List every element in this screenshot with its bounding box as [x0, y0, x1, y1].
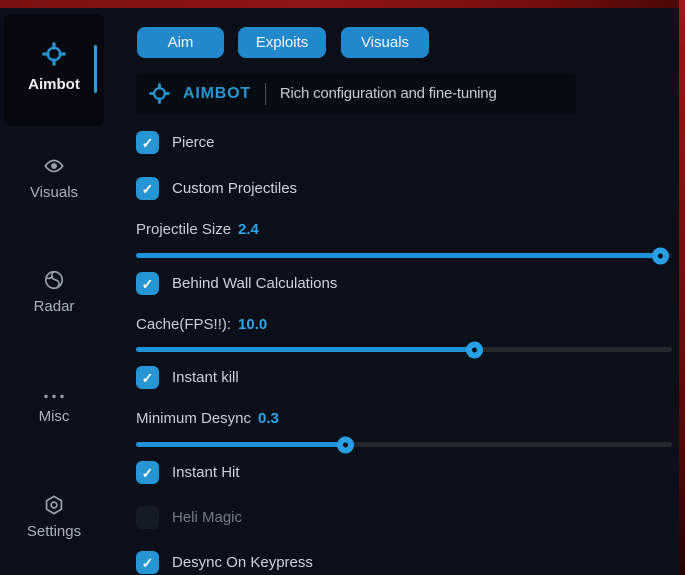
sidebar-item-label: Aimbot	[28, 76, 80, 93]
cache-fps-slider[interactable]	[136, 341, 672, 358]
sidebar-item-label: Visuals	[29, 184, 79, 201]
sidebar-item-label: Settings	[26, 523, 82, 540]
slider-fill	[136, 247, 670, 264]
sidebar-item-settings[interactable]: Settings	[0, 494, 108, 540]
slider-thumb[interactable]	[465, 341, 483, 358]
game-background-top-strip	[0, 0, 685, 8]
instant-hit-checkbox[interactable]: ✓	[136, 461, 159, 484]
header-divider	[264, 82, 266, 105]
check-icon: ✓	[141, 275, 154, 292]
check-icon: ✓	[141, 554, 154, 571]
active-tab-indicator	[94, 45, 97, 93]
check-icon: ✓	[141, 134, 154, 151]
slider-value: 10.0	[238, 316, 268, 333]
checkbox-label: Pierce	[172, 134, 215, 151]
check-icon: ✓	[141, 180, 154, 197]
behind-wall-checkbox-row[interactable]: ✓ Behind Wall Calculations	[136, 272, 337, 295]
heli-magic-checkbox-row[interactable]: ✓ Heli Magic	[136, 506, 242, 529]
crosshair-icon	[149, 83, 170, 104]
custom-projectiles-checkbox[interactable]: ✓	[136, 177, 159, 200]
instant-hit-checkbox-row[interactable]: ✓ Instant Hit	[136, 461, 240, 484]
sidebar-item-aimbot[interactable]: Aimbot	[4, 14, 104, 126]
checkbox-label: Heli Magic	[172, 509, 243, 526]
sidebar-item-radar[interactable]: Radar	[0, 269, 108, 315]
eye-icon	[43, 155, 65, 177]
checkbox-label: Behind Wall Calculations	[172, 275, 338, 292]
projectile-size-label: Projectile Size 2.4	[136, 221, 259, 239]
crosshair-icon	[42, 42, 66, 66]
pierce-checkbox-row[interactable]: ✓ Pierce	[136, 131, 215, 154]
slider-fill	[136, 341, 483, 358]
minimum-desync-label: Minimum Desync 0.3	[136, 410, 279, 428]
instant-kill-checkbox[interactable]: ✓	[136, 366, 159, 389]
check-icon: ✓	[141, 369, 154, 386]
sidebar-item-misc[interactable]: Misc	[0, 392, 108, 425]
behind-wall-checkbox[interactable]: ✓	[136, 272, 159, 295]
slider-name: Cache(FPS!!):	[136, 316, 232, 333]
heli-magic-checkbox[interactable]: ✓	[136, 506, 159, 529]
custom-projectiles-checkbox-row[interactable]: ✓ Custom Projectiles	[136, 177, 297, 200]
tab-exploits[interactable]: Exploits	[238, 27, 326, 58]
slider-value: 0.3	[258, 410, 279, 427]
instant-kill-checkbox-row[interactable]: ✓ Instant kill	[136, 366, 239, 389]
sidebar-item-label: Misc	[38, 408, 70, 425]
game-background-right-strip	[679, 0, 685, 575]
slider-name: Minimum Desync	[136, 410, 252, 427]
desync-keypress-checkbox-row[interactable]: ✓ Desync On Keypress	[136, 551, 313, 574]
ellipsis-icon	[42, 392, 66, 401]
section-header: AIMBOT Rich configuration and fine-tunin…	[136, 73, 576, 114]
slider-name: Projectile Size	[136, 221, 232, 238]
desync-keypress-checkbox[interactable]: ✓	[136, 551, 159, 574]
globe-icon	[43, 269, 65, 291]
checkbox-label: Instant kill	[172, 369, 239, 386]
checkbox-label: Instant Hit	[172, 464, 240, 481]
checkbox-label: Desync On Keypress	[172, 554, 313, 571]
slider-thumb[interactable]	[337, 436, 355, 453]
slider-thumb[interactable]	[652, 247, 670, 264]
slider-value: 2.4	[238, 221, 259, 238]
section-subtitle: Rich configuration and fine-tuning	[279, 85, 497, 102]
minimum-desync-slider[interactable]	[136, 436, 672, 453]
cache-fps-label: Cache(FPS!!): 10.0	[136, 316, 267, 334]
sidebar-item-visuals[interactable]: Visuals	[0, 155, 108, 201]
gear-icon	[43, 494, 65, 516]
checkbox-label: Custom Projectiles	[172, 180, 298, 197]
tab-visuals[interactable]: Visuals	[341, 27, 429, 58]
pierce-checkbox[interactable]: ✓	[136, 131, 159, 154]
check-icon: ✓	[141, 464, 154, 481]
sidebar-item-label: Radar	[33, 298, 75, 315]
projectile-size-slider[interactable]	[136, 247, 672, 264]
sidebar: Aimbot Visuals Radar	[0, 8, 112, 575]
slider-fill	[136, 436, 355, 453]
section-title: AIMBOT	[183, 84, 251, 102]
tab-aim[interactable]: Aim	[137, 27, 224, 58]
